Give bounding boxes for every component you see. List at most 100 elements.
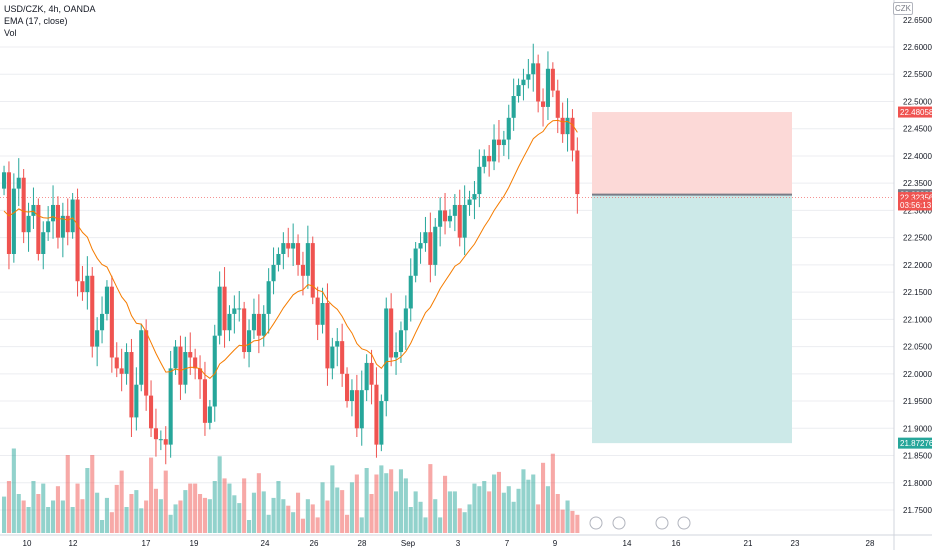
candle-body [247, 330, 252, 353]
volume-bar [232, 495, 237, 533]
candle-body [560, 117, 565, 135]
event-marker-icon[interactable] [655, 516, 669, 530]
volume-bar [325, 500, 330, 533]
volume-bar [418, 501, 423, 533]
time-axis[interactable]: 10 12 17 19 24 26 28 Sep 3 7 9 14 16 21 23 28 [23, 539, 875, 548]
candle-body [261, 313, 266, 336]
volume-bar [506, 486, 511, 533]
volume-bar [330, 465, 335, 533]
candle-body [320, 303, 325, 325]
candle-body [492, 139, 497, 162]
event-markers[interactable] [589, 516, 691, 530]
candle [374, 367, 379, 458]
candle [65, 198, 70, 246]
candle-body [340, 341, 345, 374]
candle-body [134, 384, 139, 418]
candle [36, 198, 41, 261]
time-tick-label: Sep [401, 539, 416, 548]
candle [266, 268, 271, 334]
candle [354, 374, 359, 438]
volume-legend[interactable]: Vol [4, 28, 17, 38]
candle [114, 342, 119, 378]
volume-bar [545, 486, 550, 533]
price-label-box [898, 192, 932, 204]
candle-body [531, 63, 536, 75]
volume-bar [104, 497, 109, 533]
event-marker[interactable] [677, 516, 691, 530]
volume-bar [85, 468, 90, 533]
candle [575, 137, 580, 214]
candle [256, 294, 261, 354]
time-tick-label: 23 [791, 539, 800, 548]
price-label: 03:56:13 [898, 199, 932, 211]
event-marker[interactable] [655, 516, 669, 530]
candle-body [168, 368, 173, 445]
volume-bar [526, 479, 531, 533]
event-marker-icon[interactable] [612, 516, 626, 530]
candle-body [550, 68, 555, 91]
candle [472, 180, 477, 220]
event-marker-icon[interactable] [677, 516, 691, 530]
event-marker[interactable] [612, 516, 626, 530]
candle-body [565, 117, 570, 135]
volume-bar [198, 494, 203, 533]
volume-bar [428, 464, 433, 533]
candle-body [173, 346, 178, 369]
volume-bar [222, 478, 227, 533]
volume-bar [335, 487, 340, 533]
candle [296, 234, 301, 276]
time-tick-label: 9 [553, 539, 558, 548]
volume-bar [247, 520, 252, 533]
price-tick-label: 22.20000 [903, 261, 932, 270]
price-axis[interactable]: 22.65000 22.60000 22.55000 22.50000 22.45000… [903, 16, 932, 515]
volume-bar [575, 514, 580, 533]
volume-bar [21, 500, 26, 533]
event-marker-icon[interactable] [589, 516, 603, 530]
candle-body [511, 96, 516, 118]
price-tick-label: 22.10000 [903, 315, 932, 324]
ema-legend[interactable]: EMA (17, close) [4, 16, 68, 26]
volume-bar [183, 490, 188, 533]
volume-bar [2, 496, 7, 533]
volume-bar [413, 491, 418, 533]
take-profit-zone[interactable] [592, 194, 792, 444]
candle [276, 247, 281, 272]
event-marker[interactable] [589, 516, 603, 530]
candle-body [364, 362, 369, 391]
volume-bar [65, 455, 70, 533]
volume-bar [521, 469, 526, 533]
volume-bar [109, 512, 114, 533]
candle-body [114, 357, 119, 369]
price-tick-label: 22.45000 [903, 125, 932, 134]
candle-body [41, 232, 46, 254]
volume-bar [153, 488, 158, 533]
candle-body [536, 63, 541, 102]
price-tick-label: 21.85000 [903, 452, 932, 461]
volume-bar [168, 514, 173, 533]
candle [447, 209, 452, 228]
candle-body [345, 373, 350, 402]
time-tick-label: 17 [142, 539, 151, 548]
price-tick-label: 21.80000 [903, 479, 932, 488]
candle-body [379, 401, 384, 445]
volume-bar [193, 483, 198, 533]
volume-bar [384, 473, 389, 533]
stop-loss-zone[interactable] [592, 112, 792, 195]
volume-bar [555, 494, 560, 533]
candle [364, 354, 369, 402]
volume-bar [212, 481, 217, 533]
candle [521, 68, 526, 101]
volume-bar [345, 514, 350, 533]
candle [16, 158, 21, 207]
volume-bar [119, 470, 124, 533]
volume-bar [296, 492, 301, 533]
symbol-title[interactable]: USD/CZK, 4h, OANDA [4, 4, 96, 14]
volume-bar [144, 500, 149, 533]
price-tick-label: 22.65000 [903, 16, 932, 25]
currency-badge[interactable]: CZK [893, 2, 913, 15]
candle-body [472, 194, 477, 200]
volume-bars [2, 448, 580, 533]
price-tick-label: 22.30000 [903, 206, 932, 215]
volume-bar [354, 474, 359, 533]
